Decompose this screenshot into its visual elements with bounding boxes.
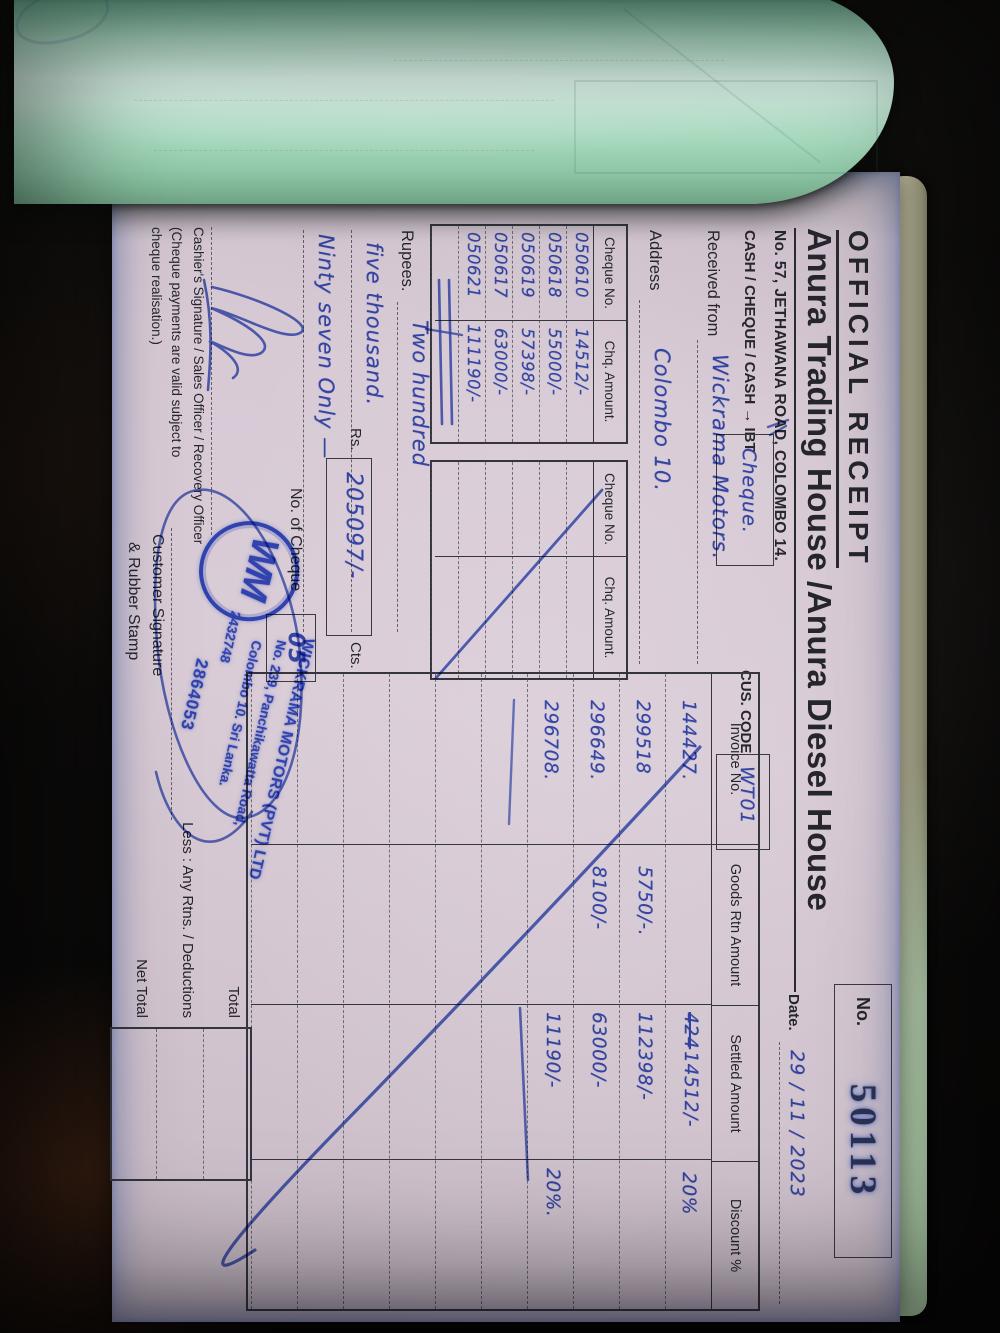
invoice-table-body: 144427. 42414512/- 20% 299518 5750/-. 11…: [251, 674, 711, 1309]
payment-mode-label: CASH / CHEQUE / CASH → IBT: [741, 230, 758, 452]
amount-words-dotted-1: [397, 302, 398, 632]
stamp-phone-1: 2432748: [217, 609, 244, 665]
settled-row3: 63000/-: [588, 1012, 609, 1088]
net-total-label: Net Total: [133, 959, 150, 1018]
stamp-phone-2: 2864053: [176, 656, 212, 733]
received-from-handwritten: Wickrama Motors.: [708, 354, 732, 561]
received-from-dotted-line: [697, 340, 698, 664]
cheque-no-4: 050617: [491, 232, 510, 298]
chq-amount-5: 111190/-: [464, 324, 483, 403]
folded-green-page: [9, 0, 894, 204]
invoice-no-row4: 296708.: [540, 700, 561, 781]
totals-box: [110, 1027, 252, 1181]
cashier-note-line2: cheque realisation.): [149, 227, 164, 345]
address-label: Address: [646, 230, 664, 291]
rubber-stamp-label: & Rubber Stamp: [125, 542, 142, 661]
payment-mode-handwritten: Cheque.: [738, 448, 760, 534]
cheque-no-2: 050618: [545, 232, 564, 298]
chq-amount-4: 63000/-: [491, 328, 510, 396]
date-value-handwritten: 29 / 11 / 2023: [786, 1050, 808, 1198]
cheque-no-3: 050619: [518, 232, 537, 298]
rs-label: Rs.: [347, 428, 364, 451]
settled-row1: 42414512/-: [680, 1012, 701, 1127]
amount-words-line1: Two hundred: [408, 320, 432, 467]
chq-amount-1: 14512/-: [572, 328, 591, 396]
discount-row4: 20%.: [542, 1168, 563, 1218]
settled-row4: 11190/-: [542, 1012, 563, 1088]
goods-rtn-row3: 8100/-: [588, 866, 609, 930]
rupees-label: Rupees.: [398, 230, 416, 292]
amount-words-line2: five thousand.: [362, 242, 386, 407]
ghost-line-2: [134, 100, 554, 101]
cheque-table-1: Cheque No. Chq. Amount. 050610 14512/- 0…: [430, 224, 628, 444]
goods-rtn-row2: 5750/-.: [634, 866, 655, 937]
discount-row1: 20%: [678, 1172, 699, 1215]
cheque-table-2-body: [431, 462, 593, 678]
settled-row1-struck: 424: [680, 1012, 701, 1050]
chq-amount-header: Chq. Amount.: [602, 340, 618, 423]
date-dotted-line: [779, 1042, 780, 1304]
goods-rtn-header: Goods Rtn Amount: [712, 845, 758, 1006]
official-receipt-page: OFFICIAL RECEIPT No. 50113 Anura Trading…: [110, 172, 900, 1322]
cheque-table-2: Cheque No. Chq. Amount.: [430, 460, 628, 680]
settled-amount-header: Settled Amount: [712, 1006, 758, 1162]
settled-row2: 112398/-: [634, 1012, 655, 1101]
cashier-signature-squiggle: [202, 278, 304, 392]
receipt-number-value: 50113: [842, 1083, 884, 1200]
cashier-signature-line: [211, 227, 212, 535]
cheque-no-header-2: Cheque No.: [594, 462, 626, 557]
receipt-number-label: No.: [853, 997, 874, 1026]
date-row: Date. 29 / 11 / 2023: [779, 994, 808, 1314]
receipt-number-box: No. 50113: [834, 984, 892, 1258]
cheque-table-1-body: 050610 14512/- 050618 55000/- 050619 573…: [431, 226, 593, 442]
invoice-no-row3: 296649.: [586, 700, 607, 781]
cashier-note-line1: (Cheque payments are valid subject to: [169, 227, 184, 458]
address-handwritten: Colombo 10.: [650, 348, 674, 492]
invoice-no-header: Invoice No.: [712, 674, 758, 845]
invoice-table: Invoice No. Goods Rtn Amount Settled Amo…: [246, 672, 760, 1311]
received-from-label: Received from: [704, 230, 722, 337]
invoice-no-row2: 299518: [632, 700, 653, 775]
cheque-no-5: 050621: [464, 232, 483, 298]
chq-amount-3: 57398/-: [518, 328, 537, 396]
chq-amount-2: 55000/-: [545, 328, 564, 396]
ghost-table-showthrough: [574, 80, 878, 174]
address-dotted-line: [639, 300, 640, 664]
discount-header: Discount %: [727, 1198, 743, 1273]
company-name: Anura Trading House /Anura Diesel House: [794, 228, 838, 992]
chq-amount-header-2: Chq. Amount.: [602, 576, 618, 659]
ghost-line-1: [394, 60, 724, 61]
date-label: Date.: [785, 994, 802, 1031]
cheque-no-header: Cheque No.: [594, 226, 626, 321]
ghost-signature-showthrough: [9, 0, 115, 52]
receipt-title: OFFICIAL RECEIPT: [836, 230, 874, 568]
amount-words-line3: Ninty seven Only —: [314, 234, 338, 460]
ghost-line-3: [154, 150, 534, 151]
settled-row1-value: 14512/-: [680, 1051, 701, 1128]
invoice-no-row1: 144427.: [678, 700, 699, 781]
cheque-no-1: 050610: [572, 232, 591, 298]
cts-label: Cts.: [347, 642, 364, 669]
